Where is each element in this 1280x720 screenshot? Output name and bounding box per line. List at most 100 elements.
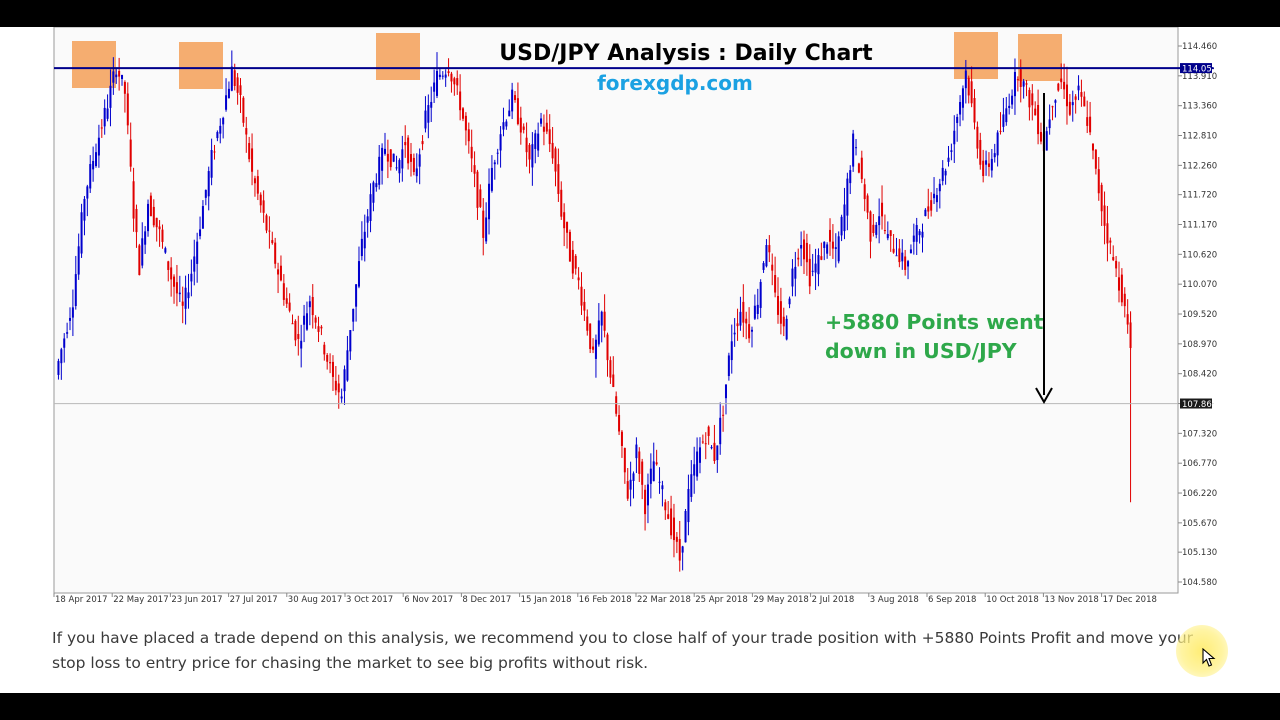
candle-body xyxy=(649,468,652,484)
candle xyxy=(482,198,485,256)
candle xyxy=(710,445,713,450)
candle-body xyxy=(245,128,248,135)
candle xyxy=(297,315,300,356)
candle-body xyxy=(551,142,554,159)
candle xyxy=(60,347,63,380)
candle-body xyxy=(294,320,297,341)
candle-body xyxy=(1094,149,1097,169)
chart-title: USD/JPY Analysis : Daily Chart xyxy=(499,41,873,66)
x-tick-label: 2 Jul 2018 xyxy=(812,595,855,605)
candle-body xyxy=(57,360,60,375)
candle-body xyxy=(855,147,858,149)
candle-body xyxy=(632,473,635,481)
candle xyxy=(658,467,661,494)
candle-body xyxy=(843,204,846,232)
candle xyxy=(618,405,621,436)
candle xyxy=(1025,79,1028,97)
candle-body xyxy=(508,110,511,117)
x-tick-label: 8 Dec 2017 xyxy=(462,595,511,605)
candle xyxy=(144,226,147,254)
candle-body xyxy=(1120,274,1123,303)
candle-body xyxy=(834,247,837,249)
candle-body xyxy=(716,445,719,461)
candle xyxy=(1123,287,1126,318)
x-tick-label: 15 Jan 2018 xyxy=(521,595,572,605)
candle xyxy=(239,78,242,113)
candle xyxy=(586,309,589,336)
candle-body xyxy=(667,514,670,519)
candle-body xyxy=(531,144,534,168)
candle xyxy=(597,303,600,347)
candle xyxy=(493,159,496,180)
candle-body xyxy=(123,81,126,94)
candle-body xyxy=(340,396,343,399)
candle xyxy=(600,310,603,343)
candle xyxy=(878,198,881,244)
candle-body xyxy=(979,139,982,165)
candle-body xyxy=(566,222,569,233)
candle-body xyxy=(1063,81,1066,90)
candle-body xyxy=(126,93,129,126)
candle-body xyxy=(60,349,63,364)
candle xyxy=(857,162,860,174)
candle xyxy=(1120,268,1123,307)
candle xyxy=(1005,96,1008,126)
candle-body xyxy=(1077,85,1080,91)
candle-body xyxy=(912,235,915,242)
candle xyxy=(522,123,525,134)
candle-body xyxy=(303,315,306,325)
candle-body xyxy=(248,143,251,160)
candle xyxy=(121,74,124,86)
candle-body xyxy=(444,74,447,78)
candle-body xyxy=(383,148,387,154)
candle-body xyxy=(68,317,72,321)
candle xyxy=(366,209,369,238)
candle-body xyxy=(597,320,600,345)
candle-body xyxy=(77,246,80,275)
candle xyxy=(776,277,780,324)
candle xyxy=(872,214,875,237)
candle xyxy=(303,304,306,343)
cursor-highlight xyxy=(1176,625,1228,677)
candle xyxy=(638,447,641,483)
candle xyxy=(178,275,181,303)
candle xyxy=(956,113,959,142)
candle xyxy=(1051,105,1054,121)
candle-body xyxy=(907,261,910,267)
candle xyxy=(675,532,678,554)
candle-body xyxy=(583,301,586,311)
candle-body xyxy=(511,89,514,112)
candle xyxy=(193,239,196,286)
candle xyxy=(1100,182,1103,226)
candle xyxy=(924,208,927,217)
candle xyxy=(548,114,551,153)
candle-body xyxy=(774,275,777,293)
candle xyxy=(534,129,537,164)
candle-body xyxy=(349,330,352,352)
candle xyxy=(66,322,69,339)
y-tick-label: 110.620 xyxy=(1182,250,1217,260)
candle-body xyxy=(456,78,459,86)
candle xyxy=(967,75,970,104)
candle-body xyxy=(1002,114,1005,127)
candle xyxy=(453,76,456,96)
candle-body xyxy=(724,384,727,399)
candle xyxy=(687,474,690,536)
candle-body xyxy=(586,316,589,331)
candle xyxy=(488,168,491,235)
candle xyxy=(791,259,794,297)
candle xyxy=(950,143,953,161)
candle-body xyxy=(615,396,618,414)
candle xyxy=(1039,122,1042,145)
candle xyxy=(1031,84,1034,121)
candle-body xyxy=(297,333,300,339)
candle xyxy=(1080,79,1083,107)
candle-body xyxy=(768,245,771,253)
candle-body xyxy=(904,256,907,270)
candle-body xyxy=(788,298,791,305)
candle-body xyxy=(144,231,147,245)
candle xyxy=(63,333,66,363)
candle-body xyxy=(563,212,566,229)
candle-body xyxy=(644,489,647,515)
candle-body xyxy=(496,152,499,154)
